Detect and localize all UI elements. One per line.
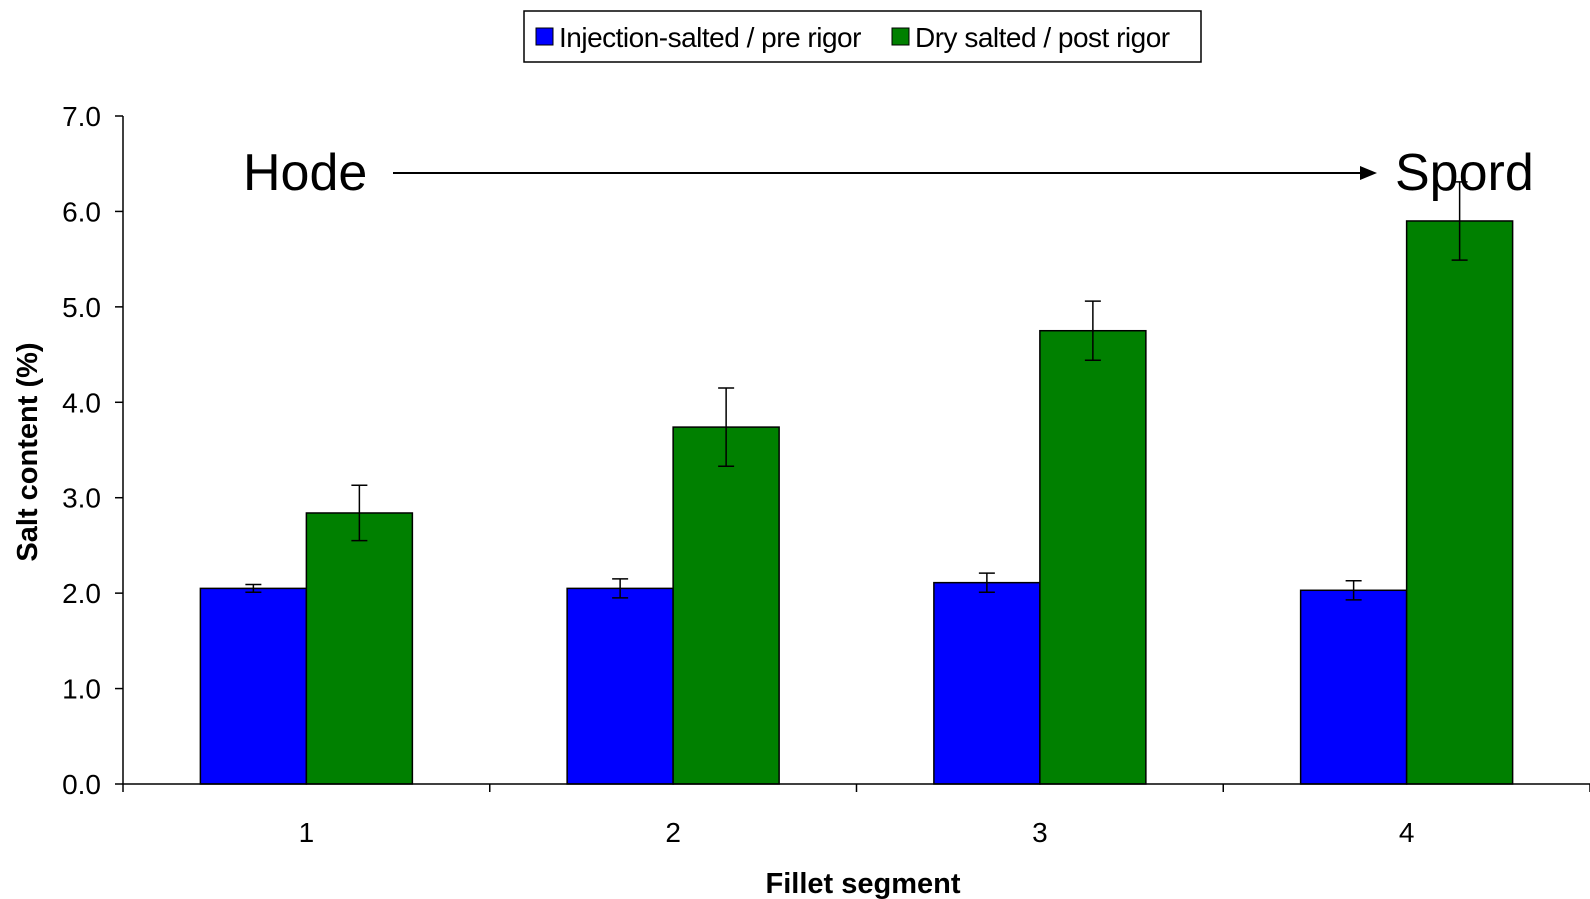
- legend-swatch-dry-salted: [891, 27, 910, 46]
- bar-series1-segment-2: [566, 587, 674, 785]
- error-bars: [245, 181, 1468, 601]
- axes: 1 2 3 4 0.0 1.0 2.0 3.0 4.0 5.0 6.0 7.0: [62, 101, 1590, 848]
- legend-label-injection-salted: Injection-salted / pre rigor: [559, 22, 861, 53]
- x-tick-label-4: 4: [1399, 817, 1415, 848]
- bar-series1-segment-4: [1299, 589, 1408, 785]
- annotation-spord: Spord: [1395, 144, 1534, 202]
- legend: Injection-salted / pre rigor Dry salted …: [523, 10, 1202, 63]
- bars: [199, 220, 1514, 785]
- x-tick-label-2: 2: [665, 817, 681, 848]
- bar-series2-segment-1: [305, 512, 414, 785]
- y-tick-label-0.0: 0.0: [62, 769, 101, 800]
- y-axis-title: Salt content (%): [12, 342, 44, 561]
- bar-series1-segment-1: [199, 587, 308, 785]
- legend-label-dry-salted: Dry salted / post rigor: [915, 22, 1170, 53]
- x-tick-label-3: 3: [1032, 817, 1048, 848]
- bar-series1-segment-3: [933, 581, 1041, 785]
- y-tick-label-3.0: 3.0: [62, 483, 101, 514]
- direction-arrow-head: [1360, 166, 1377, 180]
- y-tick-label-2.0: 2.0: [62, 578, 101, 609]
- y-tick-label-6.0: 6.0: [62, 196, 101, 227]
- bar-series2-segment-3: [1039, 329, 1147, 785]
- annotation-hode: Hode: [243, 144, 367, 202]
- y-tick-label-5.0: 5.0: [62, 292, 101, 323]
- x-axis-title: Fillet segment: [766, 868, 961, 899]
- bar-series2-segment-4: [1405, 220, 1514, 785]
- y-tick-label-4.0: 4.0: [62, 387, 101, 418]
- y-tick-label-7.0: 7.0: [62, 101, 101, 132]
- direction-annotation: Hode Spord: [243, 144, 1534, 202]
- x-tick-label-1: 1: [299, 817, 315, 848]
- bar-series2-segment-2: [672, 426, 780, 785]
- legend-frame: [523, 10, 1202, 63]
- legend-swatch-injection-salted: [535, 27, 554, 46]
- y-tick-label-1.0: 1.0: [62, 674, 101, 705]
